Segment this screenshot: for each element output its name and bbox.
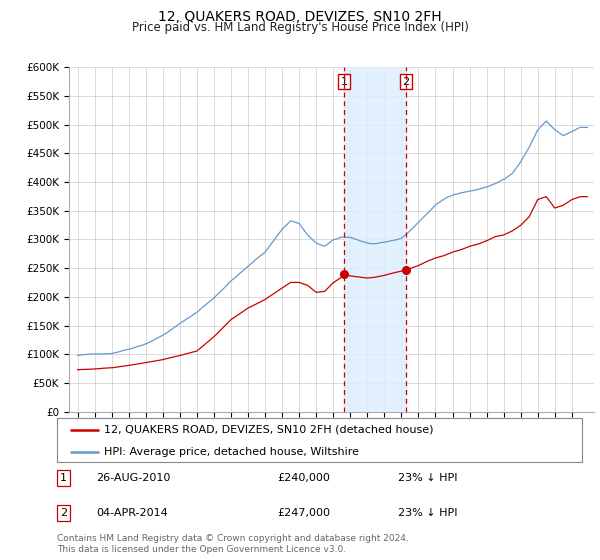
Text: £247,000: £247,000	[277, 508, 331, 518]
Text: 04-APR-2014: 04-APR-2014	[97, 508, 168, 518]
Text: £240,000: £240,000	[277, 473, 331, 483]
Text: 1: 1	[60, 473, 67, 483]
Text: 12, QUAKERS ROAD, DEVIZES, SN10 2FH (detached house): 12, QUAKERS ROAD, DEVIZES, SN10 2FH (det…	[104, 424, 434, 435]
Text: 26-AUG-2010: 26-AUG-2010	[97, 473, 171, 483]
Text: Contains HM Land Registry data © Crown copyright and database right 2024.
This d: Contains HM Land Registry data © Crown c…	[57, 534, 409, 554]
Text: 2: 2	[402, 77, 409, 87]
Text: HPI: Average price, detached house, Wiltshire: HPI: Average price, detached house, Wilt…	[104, 446, 359, 456]
Text: Price paid vs. HM Land Registry's House Price Index (HPI): Price paid vs. HM Land Registry's House …	[131, 21, 469, 34]
Text: 23% ↓ HPI: 23% ↓ HPI	[398, 508, 458, 518]
Text: 12, QUAKERS ROAD, DEVIZES, SN10 2FH: 12, QUAKERS ROAD, DEVIZES, SN10 2FH	[158, 10, 442, 24]
Text: 1: 1	[341, 77, 348, 87]
FancyBboxPatch shape	[57, 418, 582, 462]
Text: 2: 2	[60, 508, 67, 518]
Bar	[344, 67, 406, 412]
Text: 23% ↓ HPI: 23% ↓ HPI	[398, 473, 458, 483]
